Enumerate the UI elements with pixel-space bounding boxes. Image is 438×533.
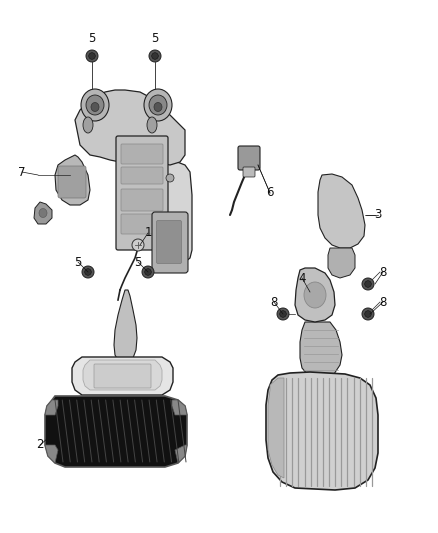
FancyBboxPatch shape [94,364,151,388]
Polygon shape [45,445,58,463]
Ellipse shape [39,208,47,217]
Text: 6: 6 [266,187,274,199]
Ellipse shape [81,89,109,121]
Ellipse shape [149,95,167,115]
Circle shape [86,50,98,62]
Circle shape [145,269,151,276]
Polygon shape [318,174,365,248]
Ellipse shape [83,117,93,133]
Circle shape [149,50,161,62]
Circle shape [365,281,371,287]
Polygon shape [45,396,187,467]
Circle shape [166,246,174,254]
Ellipse shape [304,282,326,308]
Polygon shape [158,158,192,265]
FancyBboxPatch shape [121,144,163,164]
Circle shape [132,239,144,251]
FancyBboxPatch shape [121,189,163,211]
Polygon shape [266,372,378,490]
Polygon shape [72,357,173,395]
Circle shape [362,278,374,290]
Text: 5: 5 [88,31,95,44]
Polygon shape [83,360,162,390]
FancyBboxPatch shape [58,166,86,198]
Text: 4: 4 [298,271,306,285]
Text: 3: 3 [374,208,381,222]
FancyBboxPatch shape [121,167,163,184]
FancyBboxPatch shape [116,136,168,250]
FancyBboxPatch shape [156,221,181,263]
FancyBboxPatch shape [243,167,255,177]
Ellipse shape [86,95,104,115]
Circle shape [89,53,95,59]
Text: 5: 5 [134,255,141,269]
FancyBboxPatch shape [152,212,188,273]
Text: 8: 8 [379,295,387,309]
Circle shape [85,269,91,276]
Polygon shape [328,248,355,278]
Text: 1: 1 [144,227,152,239]
Ellipse shape [144,89,172,121]
Circle shape [142,266,154,278]
Polygon shape [172,400,187,415]
FancyBboxPatch shape [238,146,260,170]
Polygon shape [300,322,342,378]
Polygon shape [75,90,185,165]
Polygon shape [55,155,90,205]
Text: 8: 8 [270,295,278,309]
Circle shape [362,308,374,320]
Ellipse shape [147,117,157,133]
Text: 8: 8 [379,265,387,279]
FancyBboxPatch shape [121,214,163,234]
Polygon shape [45,400,58,415]
Polygon shape [34,202,52,224]
Circle shape [277,308,289,320]
Polygon shape [175,445,187,463]
Circle shape [166,174,174,182]
Circle shape [280,311,286,317]
Text: 5: 5 [151,31,159,44]
Circle shape [82,266,94,278]
Text: 7: 7 [18,166,26,179]
Ellipse shape [154,102,162,111]
Polygon shape [268,378,284,478]
Ellipse shape [91,102,99,111]
Text: 2: 2 [36,439,44,451]
Polygon shape [114,290,137,362]
Circle shape [365,311,371,317]
Circle shape [152,53,158,59]
Text: 5: 5 [74,255,82,269]
Polygon shape [295,268,335,322]
